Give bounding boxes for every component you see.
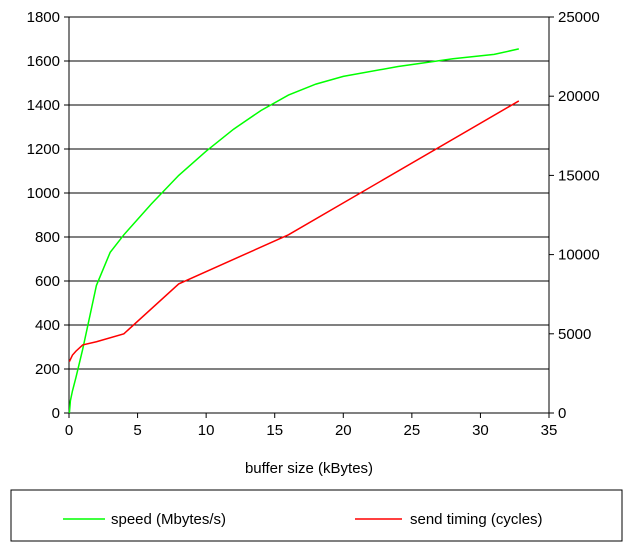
- right-tick-label-1: 5000: [558, 326, 591, 343]
- gridlines: [69, 16, 549, 370]
- right-tick-label-2: 10000: [558, 247, 600, 264]
- x-tick-label-3: 15: [266, 422, 283, 439]
- right-axis-ticks: 0 5000 10000 15000 20000 25000: [549, 9, 600, 422]
- x-tick-label-7: 35: [541, 422, 558, 439]
- axes: [68, 17, 550, 414]
- x-tick-label-2: 10: [198, 422, 215, 439]
- series-line-1: [68, 100, 520, 362]
- x-tick-label-6: 30: [472, 422, 489, 439]
- right-tick-label-4: 20000: [558, 88, 600, 105]
- left-tick-label-1: 200: [35, 361, 60, 378]
- x-axis-ticks: 0 5 10 15 20 25 30 35: [65, 413, 558, 439]
- x-tick-label-4: 20: [335, 422, 352, 439]
- x-tick-label-1: 5: [133, 422, 141, 439]
- legend-label-0: speed (Mbytes/s): [111, 511, 226, 528]
- left-tick-label-9: 1800: [27, 9, 60, 26]
- left-tick-label-6: 1200: [27, 141, 60, 158]
- right-tick-label-0: 0: [558, 405, 566, 422]
- right-tick-label-3: 15000: [558, 167, 600, 184]
- left-tick-label-3: 600: [35, 273, 60, 290]
- legend: speed (Mbytes/s) send timing (cycles): [10, 489, 623, 542]
- left-axis-ticks: 0 200 400 600 800 1000 1200 1400 1600 1800: [27, 9, 69, 422]
- left-tick-label-2: 400: [35, 317, 60, 334]
- x-tick-label-0: 0: [65, 422, 73, 439]
- legend-label-1: send timing (cycles): [410, 511, 543, 528]
- left-tick-label-4: 800: [35, 229, 60, 246]
- x-axis-title: buffer size (kBytes): [245, 460, 373, 477]
- legend-box: [10, 489, 623, 542]
- left-tick-label-8: 1600: [27, 53, 60, 70]
- series-line-0: [68, 48, 519, 414]
- x-tick-label-5: 25: [404, 422, 421, 439]
- series-lines: [68, 48, 520, 414]
- left-tick-label-0: 0: [52, 405, 60, 422]
- left-tick-label-5: 1000: [27, 185, 60, 202]
- right-tick-label-5: 25000: [558, 9, 600, 26]
- left-tick-label-7: 1400: [27, 97, 60, 114]
